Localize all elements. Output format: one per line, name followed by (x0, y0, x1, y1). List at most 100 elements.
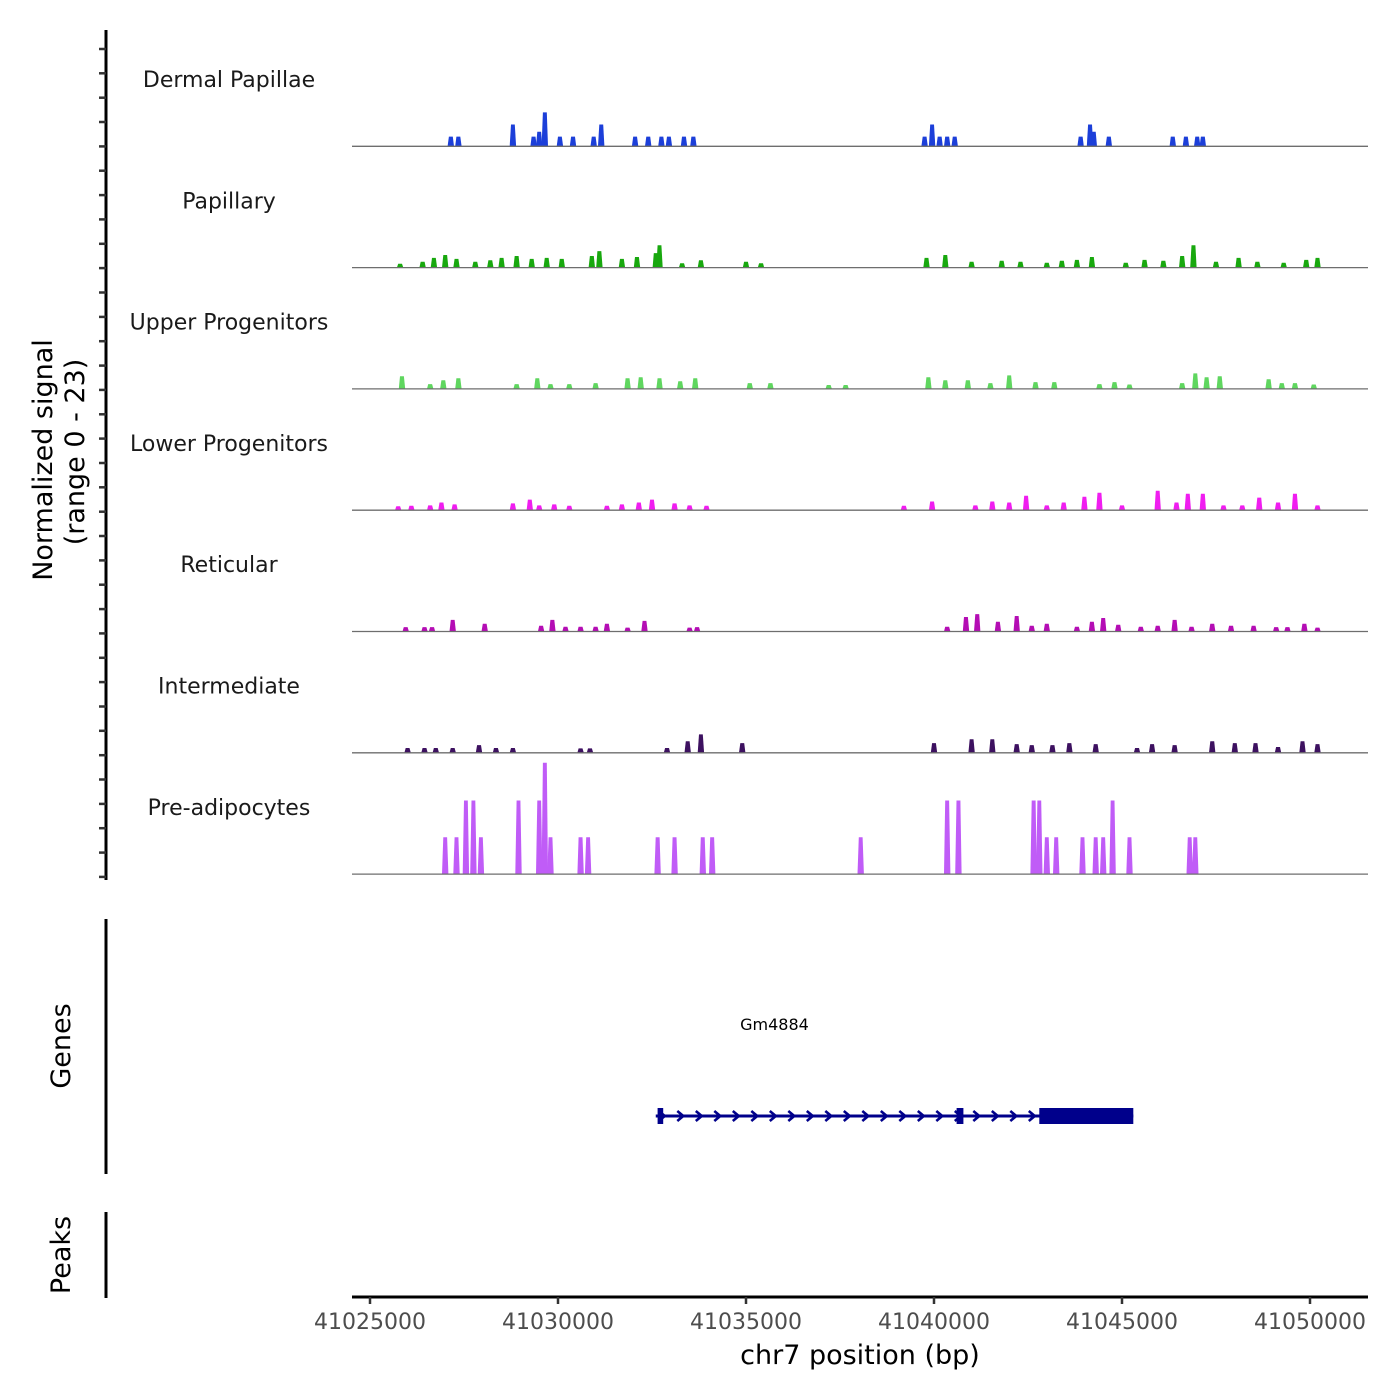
signal-peak (1160, 260, 1167, 268)
signal-peak (470, 800, 477, 875)
track-upper-progenitors: Upper Progenitors (130, 311, 1368, 390)
signal-peak (680, 136, 688, 147)
signal-peak (1090, 131, 1097, 147)
signal-peak (1280, 262, 1287, 268)
signal-peak (1137, 626, 1144, 632)
signal-peak (536, 131, 543, 147)
signal-peak (686, 627, 693, 632)
signal-peak (1314, 627, 1321, 632)
signal-peak (509, 748, 517, 753)
signal-peak (447, 136, 454, 147)
signal-peak (686, 505, 693, 511)
signal-peak (618, 258, 626, 268)
signal-peak (1100, 837, 1107, 875)
signal-peak (633, 257, 641, 268)
signal-peak (658, 136, 665, 147)
signal-peak (1209, 741, 1216, 753)
signal-peak (534, 378, 541, 389)
x-axis: 41025000 41030000 41035000 41040000 41045000… (314, 1295, 1368, 1335)
signal-peak (1100, 618, 1107, 632)
signal-peak (663, 748, 671, 753)
strand-arrow-icon (898, 1110, 908, 1122)
signal-peak (1036, 800, 1043, 875)
signal-peak (637, 377, 644, 389)
signal-peak (757, 263, 765, 268)
signal-peak (989, 739, 996, 753)
signal-peak (551, 504, 558, 511)
signal-peak (1252, 743, 1259, 753)
signal-peak (925, 377, 932, 389)
signal-peak (588, 256, 595, 268)
signal-peak (481, 623, 488, 632)
signal-peak (475, 745, 483, 753)
signal-peak (1209, 623, 1216, 632)
signal-peak (584, 837, 592, 875)
signal-peak (964, 380, 971, 389)
signal-peak (968, 261, 975, 268)
gene-Gm4884: Gm4884 (655, 1015, 1134, 1124)
signal-peak (742, 261, 750, 268)
strand-arrow-icon (1009, 1110, 1019, 1122)
signal-peak (739, 743, 746, 753)
track-pre-adipocytes: Pre-adipocytes (148, 762, 1368, 875)
signal-peak (1013, 744, 1020, 753)
signal-peak (442, 255, 449, 268)
x-tick-label: 41050000 (1254, 1310, 1366, 1335)
signal-peak (1188, 626, 1195, 632)
signal-peak (1073, 626, 1081, 632)
signal-peak (1081, 496, 1088, 511)
signal-peak (1154, 625, 1161, 632)
signal-peak (442, 837, 449, 875)
signal-peak (690, 136, 697, 147)
signal-peak (1231, 743, 1238, 753)
signal-peak (923, 257, 930, 268)
signal-peak (1182, 136, 1190, 147)
signal-peak (477, 837, 485, 875)
signal-peak (536, 505, 543, 511)
signal-peak (671, 837, 678, 875)
signal-peak (396, 263, 404, 268)
signal-peak (825, 385, 832, 389)
signal-peak (684, 741, 691, 753)
signal-peak (1073, 259, 1081, 268)
track-label: Papillary (182, 189, 276, 214)
signal-peak (1017, 261, 1024, 268)
signal-peak (1111, 382, 1118, 389)
signal-peak (1212, 261, 1220, 268)
signal-peak (930, 743, 938, 753)
signal-peak (1310, 384, 1317, 389)
signal-peak (569, 136, 577, 147)
signal-peak (994, 621, 1002, 632)
signal-peak (1179, 256, 1186, 268)
signal-peak (1051, 382, 1058, 389)
signal-peak (1173, 502, 1180, 511)
signal-peak (656, 245, 663, 268)
signal-peak (656, 378, 663, 389)
signal-peak (427, 384, 434, 389)
signal-peak (944, 800, 951, 875)
strand-arrow-icon (676, 1110, 686, 1122)
signal-peak (618, 504, 626, 511)
signal-peak (1278, 383, 1285, 389)
signal-peak (1028, 745, 1035, 753)
signal-peak (515, 800, 522, 875)
y-axis-title-line2: (range 0 - 23) (60, 359, 91, 546)
signal-peak (1060, 502, 1067, 511)
signal-peak (1203, 377, 1210, 389)
signal-peak (1169, 136, 1176, 147)
signal-peak (936, 136, 943, 147)
signal-peak (1133, 748, 1141, 753)
signal-peak (1118, 505, 1126, 511)
signal-peak (487, 260, 494, 268)
signal-peak (671, 503, 678, 511)
signal-peak (1273, 627, 1280, 632)
strand-arrow-icon (990, 1110, 1000, 1122)
signal-peak (419, 261, 426, 268)
strand-arrow-icon (713, 1110, 723, 1122)
x-tick-label: 41030000 (502, 1310, 614, 1335)
signal-peak (1216, 376, 1223, 389)
signal-peak (590, 136, 597, 147)
signal-peak (951, 136, 958, 147)
gene-label: Gm4884 (740, 1015, 809, 1034)
signal-peak (703, 505, 710, 511)
